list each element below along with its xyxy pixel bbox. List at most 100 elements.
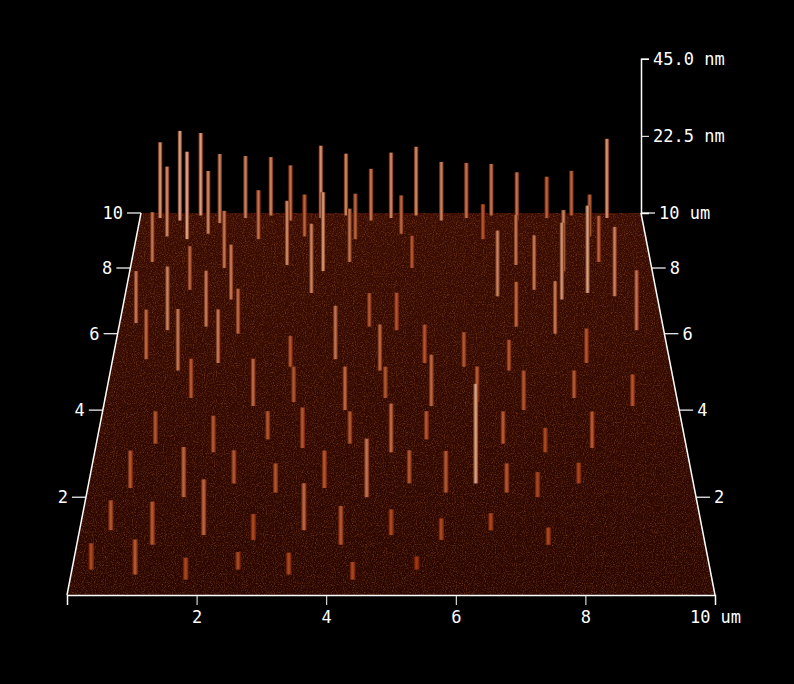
background (0, 0, 794, 684)
y-axis-left: 2 4 6 8 10 (58, 203, 141, 595)
spike (185, 152, 190, 239)
spike (127, 451, 133, 488)
y-tick-mark (89, 410, 103, 411)
spike (399, 195, 404, 233)
spike (301, 483, 307, 530)
z-axis: 22.5 nm45.0 nm (641, 49, 725, 214)
spike (250, 359, 255, 406)
spike (302, 195, 307, 237)
y-tick-label: 10 (103, 203, 123, 223)
y2-axis-line (641, 213, 715, 595)
z-tick: 22.5 nm (641, 126, 725, 146)
spike (235, 552, 241, 570)
spikes (88, 131, 639, 580)
spike (464, 163, 469, 218)
spike (521, 371, 526, 411)
spike (429, 355, 434, 406)
spike (585, 206, 590, 293)
y2-tick-label: 4 (697, 400, 707, 420)
surface-base (67, 213, 715, 595)
spike (187, 246, 192, 290)
spike (206, 171, 211, 234)
spike (414, 556, 420, 569)
x-tick-mark (715, 595, 716, 605)
spike (268, 157, 273, 215)
spike (143, 310, 148, 360)
spike (165, 267, 170, 331)
spike (377, 324, 382, 370)
y-tick-label: 8 (102, 258, 112, 278)
spike (559, 223, 564, 300)
spike (552, 281, 557, 334)
spike (181, 447, 187, 497)
y-tick-label: 4 (75, 400, 85, 420)
spike (542, 428, 547, 452)
spike (388, 509, 394, 535)
x-tick: 2 (192, 595, 202, 627)
spike (414, 147, 419, 216)
spike (389, 153, 394, 218)
spike (422, 325, 427, 363)
spike (342, 367, 347, 410)
spike (369, 169, 374, 221)
spike (198, 133, 203, 215)
spike (584, 329, 589, 363)
x-tick: 4 (322, 595, 332, 627)
spike (285, 201, 290, 265)
spike (158, 142, 163, 218)
y2-tick-mark (664, 333, 678, 334)
x-tick-mark (456, 595, 457, 605)
spike (409, 236, 414, 268)
spike (256, 190, 261, 239)
spike (338, 506, 344, 545)
spike (350, 562, 356, 580)
spike (367, 293, 372, 327)
spike (133, 271, 138, 323)
y-axis-line (67, 213, 141, 595)
spike (532, 235, 537, 290)
z-tick-label: 22.5 nm (653, 126, 725, 146)
spike (300, 407, 305, 448)
spike (177, 131, 182, 221)
spike (394, 293, 399, 330)
spike (439, 162, 444, 221)
x-tick: 6 (451, 595, 461, 627)
spike (228, 245, 233, 300)
spike (309, 224, 314, 293)
x-axis-line (68, 596, 716, 606)
spike (175, 309, 180, 371)
spike (353, 194, 358, 239)
y2-tick-mark (679, 410, 693, 411)
spike (250, 514, 256, 540)
y2-tick-mark (652, 267, 666, 268)
spike (188, 359, 193, 398)
spike (291, 367, 296, 402)
y2-tick-label: 8 (670, 258, 680, 278)
spike (500, 411, 505, 443)
spike (612, 227, 617, 296)
spike (150, 212, 155, 262)
spike (535, 472, 541, 497)
spike (443, 451, 449, 493)
spike (217, 154, 222, 223)
x-tick-label: 2 (192, 607, 202, 627)
spike (153, 411, 158, 443)
spike (132, 539, 138, 574)
spike (489, 164, 494, 216)
spike (388, 404, 393, 453)
z-tick-mark (641, 59, 649, 60)
spike (149, 502, 155, 545)
surface-texture (67, 213, 715, 595)
y2-tick-mark (696, 497, 710, 498)
spike (488, 513, 494, 530)
spike (204, 271, 209, 327)
spike (286, 553, 292, 575)
spike (201, 479, 207, 535)
spike (514, 172, 519, 220)
spike (222, 211, 227, 268)
spike (231, 450, 237, 483)
y-tick-mark (72, 497, 86, 498)
y-tick-label: 2 (58, 487, 68, 507)
spike (333, 306, 338, 359)
y-tick-label: 6 (89, 324, 99, 344)
